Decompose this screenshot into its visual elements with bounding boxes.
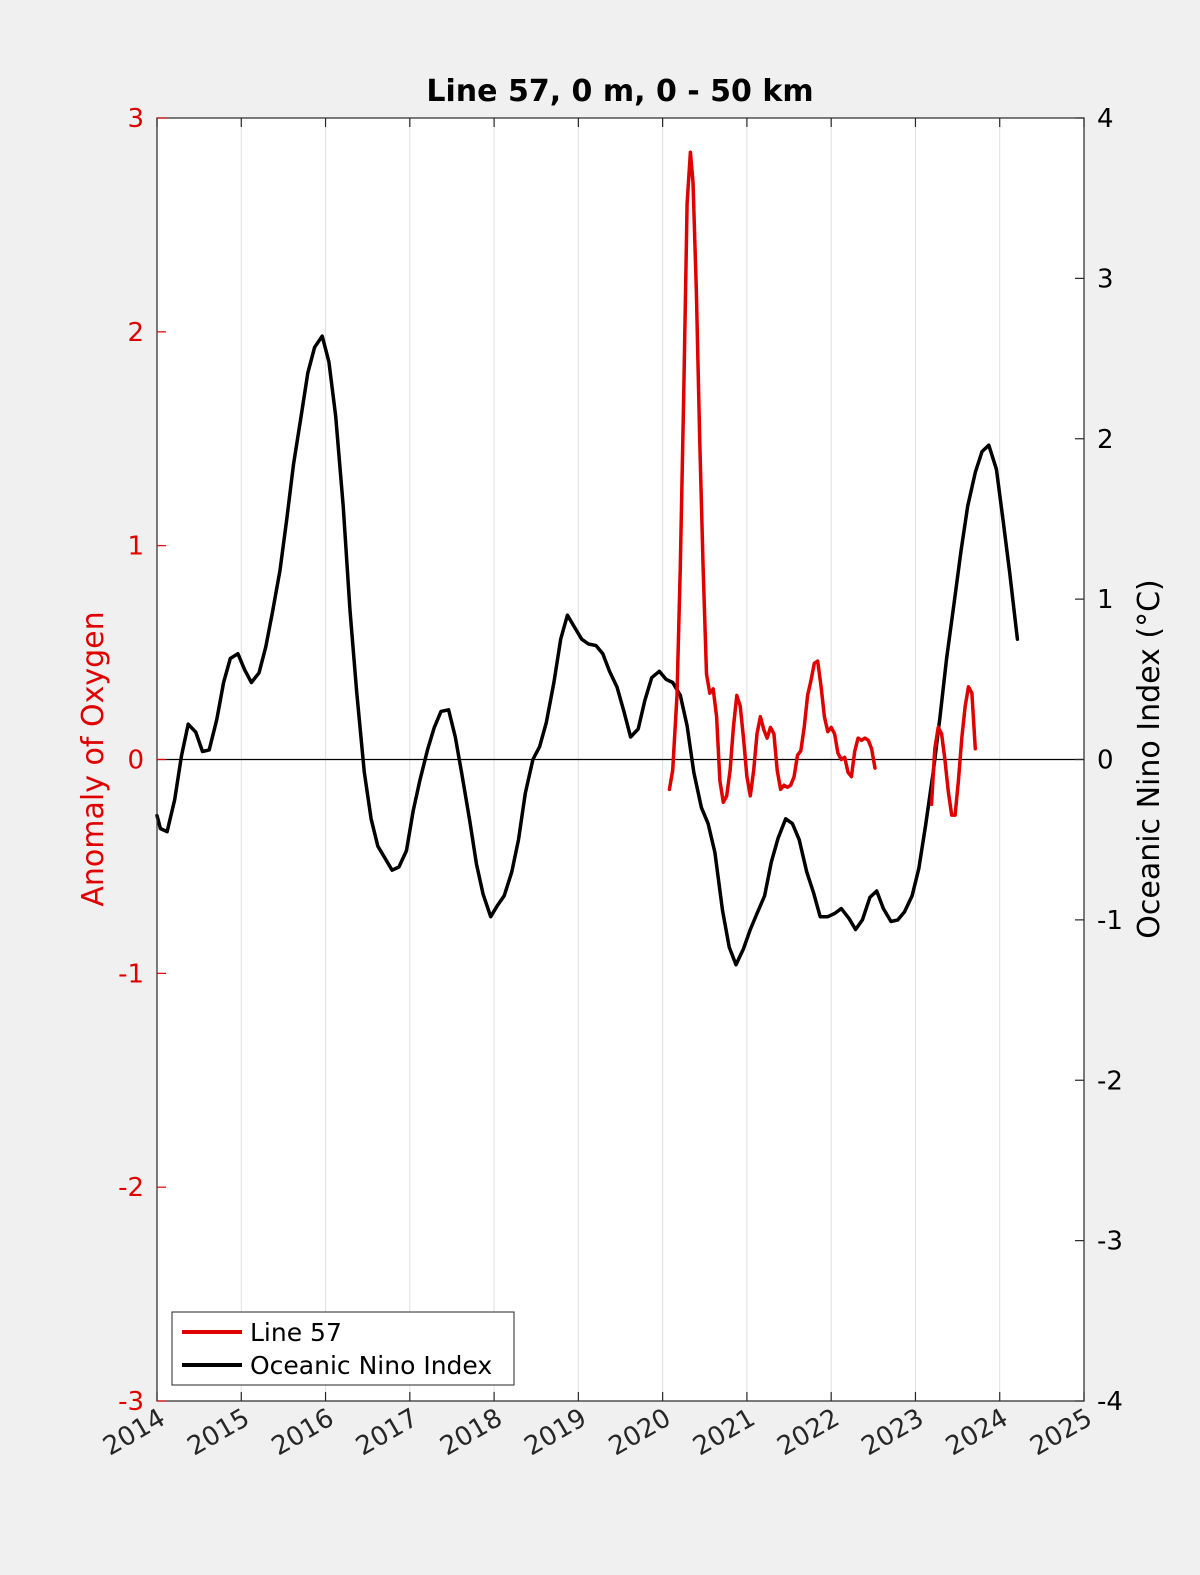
y-axis-left-label: Anomaly of Oxygen: [76, 611, 111, 906]
y-left-tick-label: 2: [127, 318, 144, 348]
y-right-tick-label: 2: [1097, 425, 1114, 455]
legend-label-oni: Oceanic Nino Index: [250, 1351, 492, 1380]
legend-box: [171, 1311, 515, 1386]
y-left-tick-label: -2: [118, 1173, 144, 1203]
y-right-tick-label: 0: [1097, 746, 1114, 776]
series-line-line-57-segment-2: [929, 685, 978, 817]
y-right-tick-label: -2: [1097, 1066, 1123, 1096]
series-line-line-57-segment-1: [667, 150, 877, 805]
series-line-oceanic-nino-index: [155, 334, 1020, 967]
legend: Line 57 Oceanic Nino Index: [171, 1311, 515, 1386]
legend-label-line-57: Line 57: [250, 1318, 342, 1347]
y-left-tick-label: -1: [118, 959, 144, 989]
y-right-tick-label: 3: [1097, 264, 1114, 294]
y-right-tick-label: -1: [1097, 906, 1123, 936]
y-left-tick-label: 1: [127, 532, 144, 562]
chart-title: Line 57, 0 m, 0 - 50 km: [426, 74, 813, 109]
y-right-tick-label: 1: [1097, 585, 1114, 615]
y-right-tick-label: -4: [1097, 1387, 1123, 1417]
y-right-tick-label: -3: [1097, 1227, 1123, 1257]
y-right-tick-label: 4: [1097, 104, 1114, 134]
series-layer: [155, 150, 1020, 967]
y-left-tick-label: 0: [127, 746, 144, 776]
y-left-tick-label: -3: [118, 1387, 144, 1417]
y-left-tick-label: 3: [127, 104, 144, 134]
y-axis-right-label: Oceanic Nino Index (°C): [1132, 579, 1167, 939]
